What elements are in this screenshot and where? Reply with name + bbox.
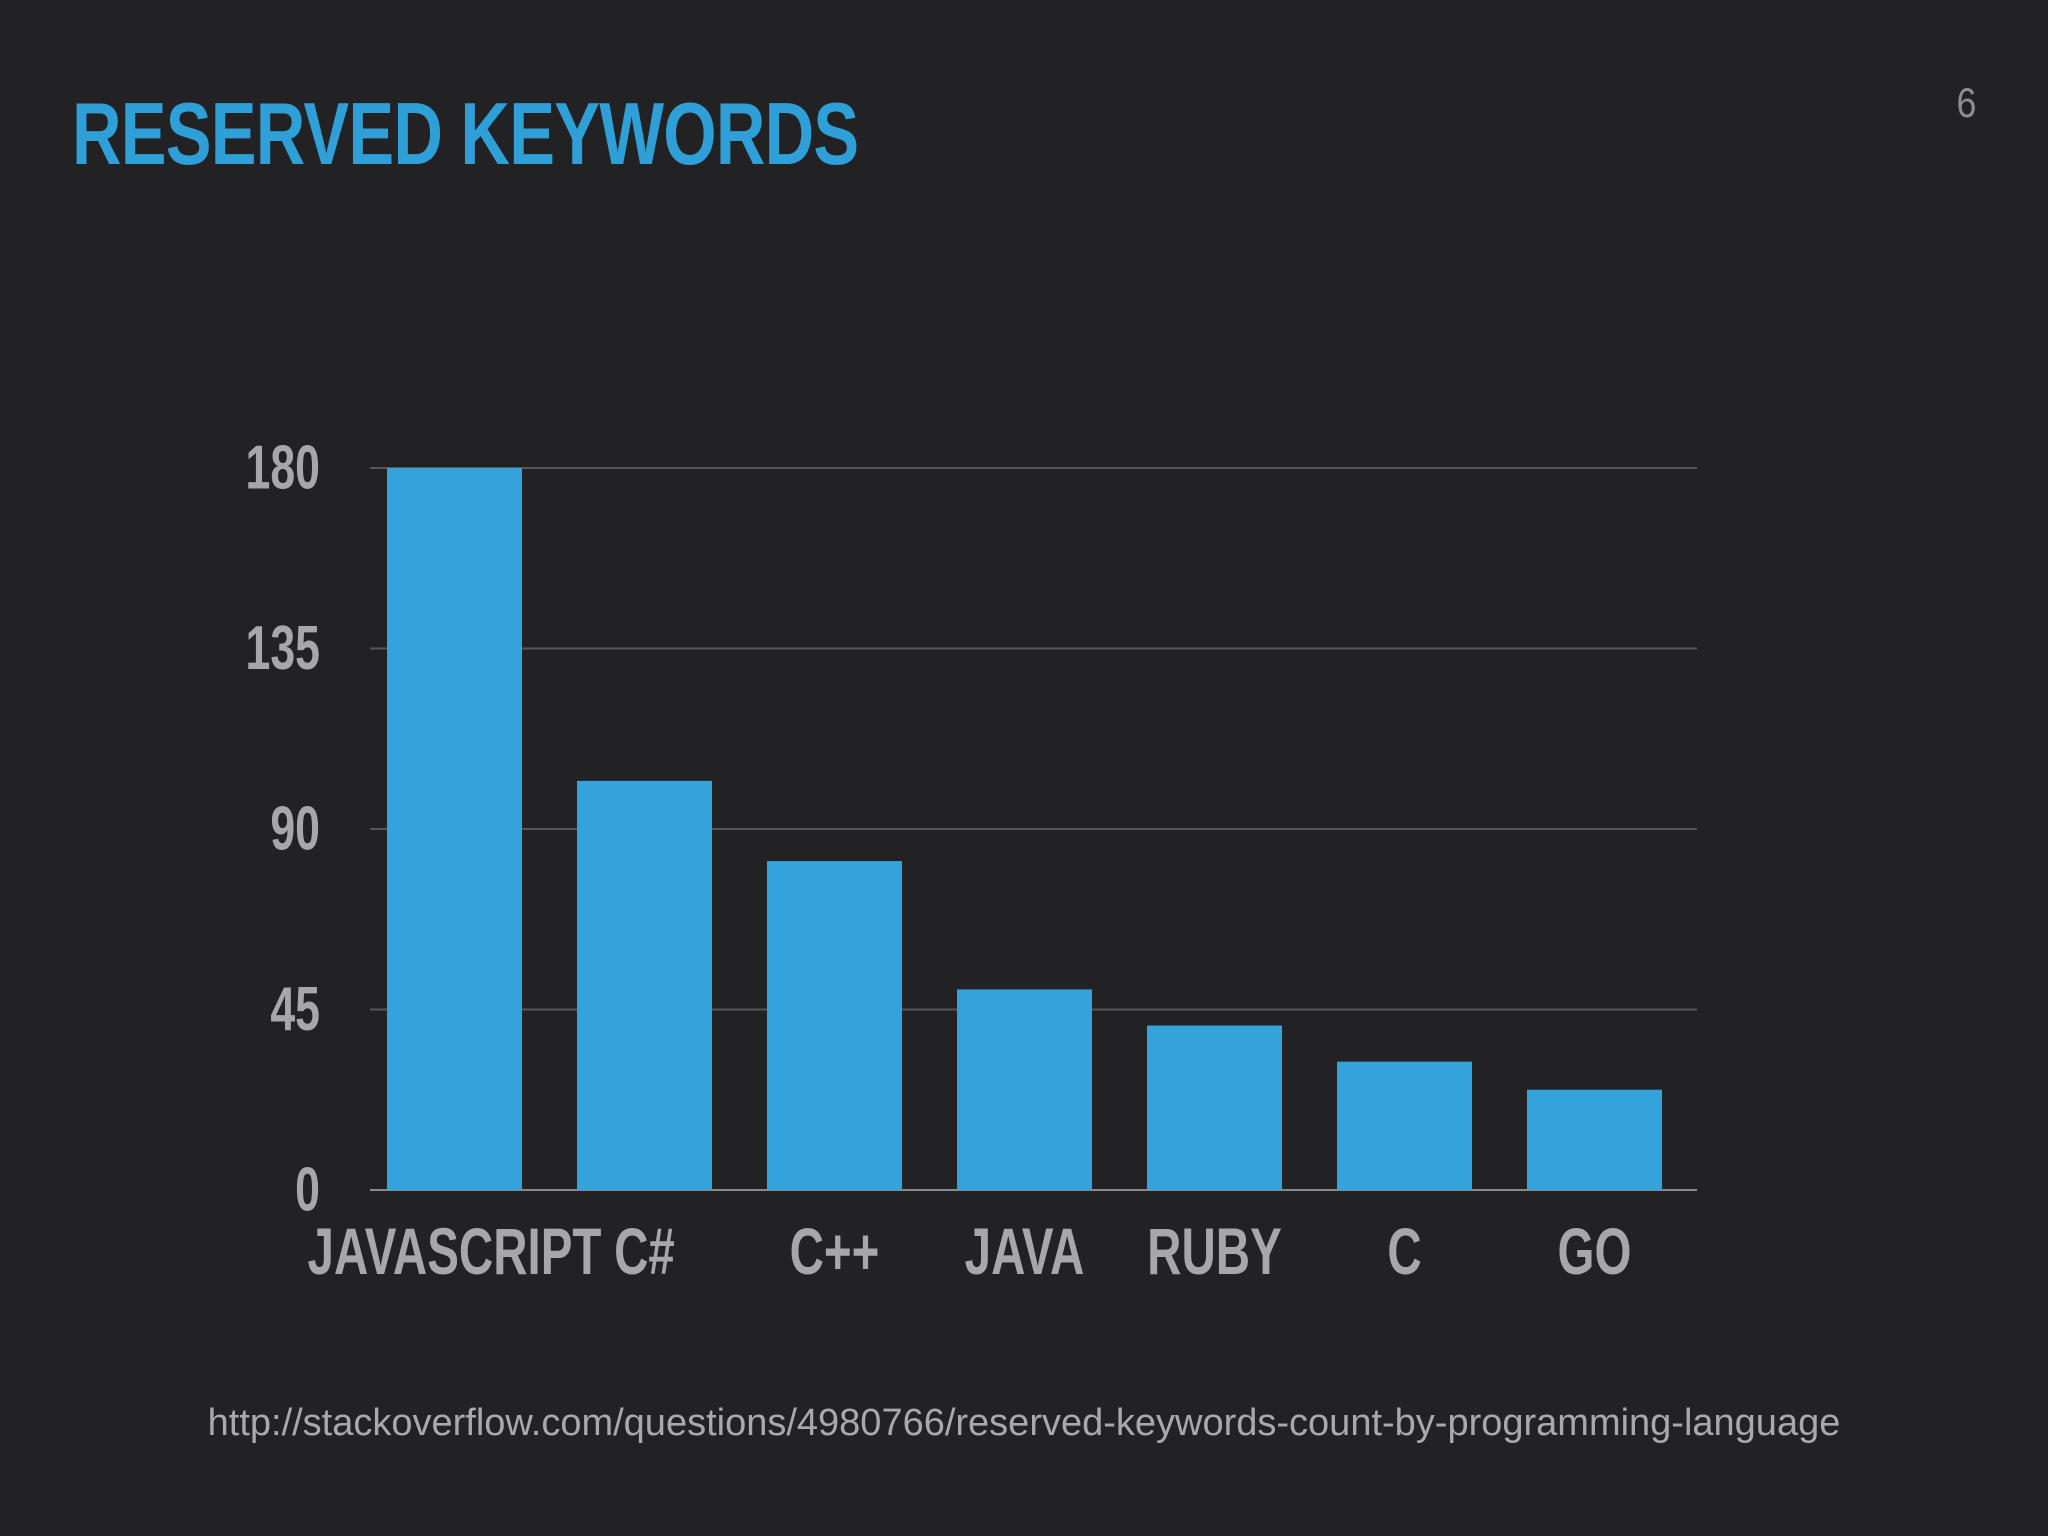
source-link[interactable]: http://stackoverflow.com/questions/49807… bbox=[207, 1402, 1841, 1444]
slide-page-number: 6 bbox=[1956, 79, 1976, 126]
bar-c bbox=[767, 861, 902, 1190]
chart-y-tick-labels: 0 45 90 135 180 bbox=[246, 434, 320, 1225]
bar-ruby bbox=[1147, 1025, 1282, 1190]
y-tick-label: 90 bbox=[270, 795, 320, 864]
chart-bars bbox=[387, 468, 1662, 1190]
x-tick-label: C++ bbox=[790, 1215, 880, 1288]
bar-java bbox=[957, 989, 1092, 1190]
x-tick-label: RUBY bbox=[1147, 1215, 1282, 1288]
chart-x-tick-labels: JAVASCRIPT C# C++ JAVA RUBY C GO bbox=[308, 1215, 1632, 1288]
bar-c bbox=[577, 780, 712, 1190]
x-tick-label: C# bbox=[614, 1215, 675, 1288]
x-tick-label: JAVASCRIPT bbox=[308, 1215, 602, 1288]
x-tick-label: C bbox=[1387, 1215, 1421, 1288]
bar-go bbox=[1527, 1089, 1662, 1190]
bar-c bbox=[1337, 1061, 1472, 1190]
x-tick-label: JAVA bbox=[965, 1215, 1085, 1288]
y-tick-label: 0 bbox=[295, 1156, 320, 1225]
bar-javascript bbox=[387, 468, 522, 1190]
x-tick-label: GO bbox=[1558, 1215, 1632, 1288]
y-tick-label: 135 bbox=[246, 614, 320, 683]
slide-title: RESERVED KEYWORDS bbox=[72, 84, 859, 183]
y-tick-label: 180 bbox=[246, 434, 320, 503]
y-tick-label: 45 bbox=[270, 975, 320, 1044]
